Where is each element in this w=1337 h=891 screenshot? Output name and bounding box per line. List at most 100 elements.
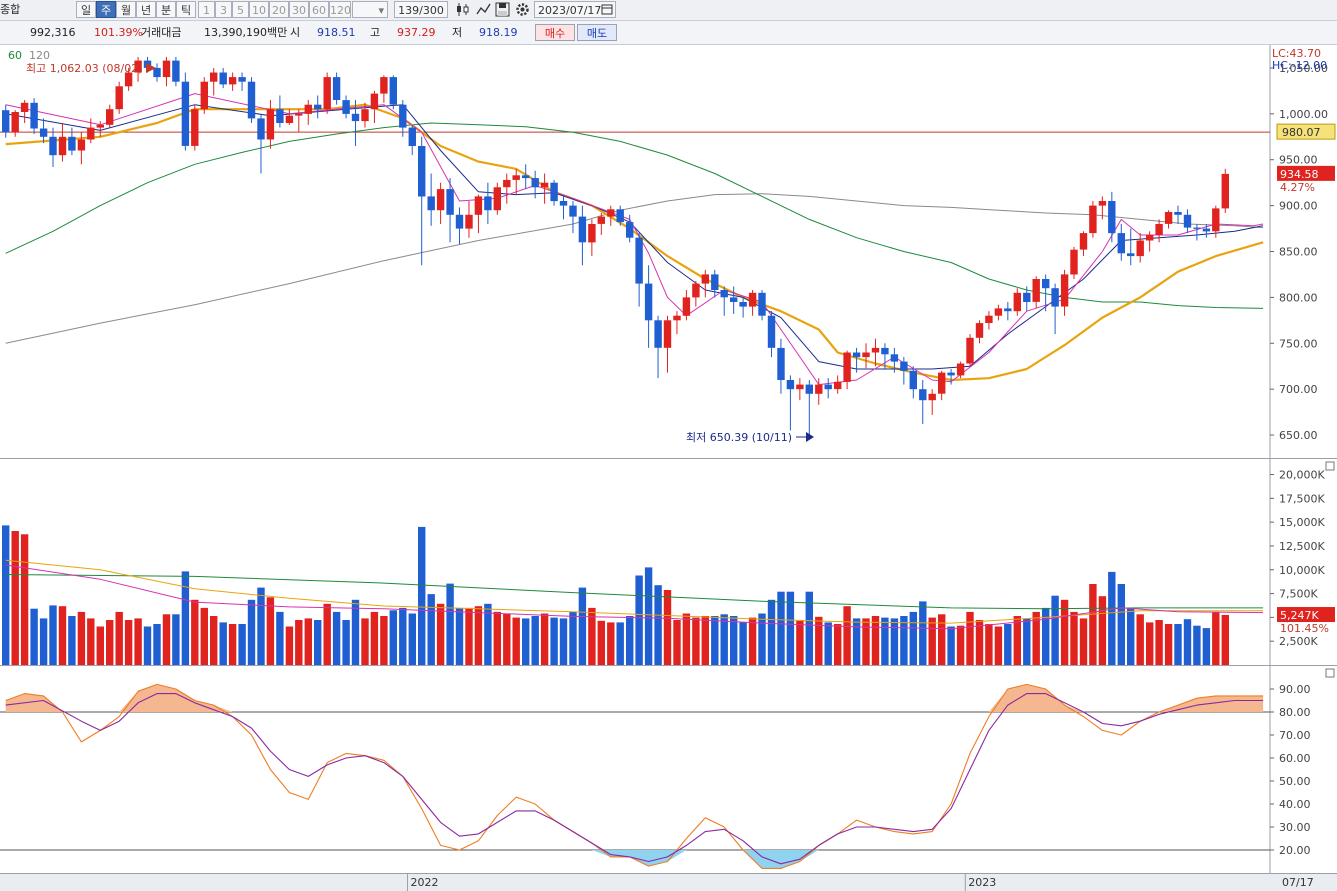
candle-body <box>238 77 246 82</box>
candle-body <box>427 196 435 211</box>
interval-10-button[interactable]: 10 <box>249 1 269 18</box>
interval-60-button[interactable]: 60 <box>309 1 329 18</box>
volume-bar <box>380 616 388 665</box>
period-year-button[interactable]: 년 <box>136 1 156 18</box>
interval-5-button[interactable]: 5 <box>232 1 249 18</box>
candle-body <box>909 370 917 390</box>
candle-body <box>323 77 331 110</box>
calendar-icon[interactable] <box>601 2 613 22</box>
volume-bar <box>266 597 275 665</box>
volume-bar <box>503 613 511 665</box>
symbol-label[interactable]: 종합(KOSDAQ) <box>0 3 55 33</box>
period-month-button[interactable]: 월 <box>116 1 136 18</box>
volume-bar <box>1089 584 1097 665</box>
volume-bar <box>871 616 880 665</box>
save-icon[interactable] <box>494 1 511 18</box>
candle-body <box>399 104 407 128</box>
interval-120-button[interactable]: 120 <box>329 1 351 18</box>
candle-body <box>342 100 350 114</box>
candle-body <box>1023 292 1031 302</box>
candle-body <box>588 224 596 243</box>
volume-bar <box>682 613 691 665</box>
price-tick-label: 700.00 <box>1279 383 1318 396</box>
candle-type-icon[interactable] <box>454 1 471 18</box>
volume-bar <box>607 622 615 665</box>
volume-bar <box>1127 607 1135 665</box>
ma120-line <box>5 193 1264 344</box>
candle-body <box>663 320 672 348</box>
interval-30-button[interactable]: 30 <box>289 1 309 18</box>
volume-bar <box>994 626 1003 665</box>
interval-dropdown[interactable]: ▾ <box>352 1 388 18</box>
interval-20-button[interactable]: 20 <box>269 1 289 18</box>
candle-body <box>550 182 558 202</box>
volume-bar <box>276 611 284 665</box>
volume-bar <box>162 614 171 665</box>
candle-body <box>635 237 643 284</box>
volume-bar <box>210 616 218 665</box>
candle-body <box>900 361 908 371</box>
candle-body <box>285 115 294 123</box>
candle-body <box>1136 240 1144 257</box>
candle-body <box>2 110 10 133</box>
volume-bar <box>30 608 38 665</box>
chart-area[interactable]: 650.00 700.00 750.00 800.00 850.00 900.00 950.… <box>0 45 1337 891</box>
volume-bar <box>493 611 501 665</box>
volume-bar <box>966 611 974 665</box>
candle-body <box>257 118 265 140</box>
candle-body <box>11 112 19 133</box>
period-minute-button[interactable]: 분 <box>156 1 176 18</box>
candle-body <box>739 302 747 307</box>
candle-body <box>124 72 133 87</box>
volume-bar <box>465 607 473 665</box>
volume-tick-label: 7,500K <box>1279 588 1318 601</box>
volume-bar <box>739 622 747 665</box>
period-tick-button[interactable]: 틱 <box>176 1 196 18</box>
candle-body <box>484 196 492 211</box>
volume-bar <box>408 613 416 665</box>
high-value: 937.29 <box>397 26 436 39</box>
volume-bar <box>1202 628 1211 665</box>
high-annotation: 최고 1,062.03 (08/02) <box>26 62 143 75</box>
volume-bar <box>124 620 133 665</box>
volume-bar <box>96 626 104 665</box>
volume-bar <box>446 583 454 665</box>
candle-body <box>890 354 899 362</box>
date-field[interactable]: 2023/07/17 <box>534 1 616 18</box>
candle-body <box>1089 205 1097 234</box>
candle-body <box>559 201 568 206</box>
volume-bar <box>87 618 95 665</box>
volume-bar <box>257 587 265 665</box>
interval-3-button[interactable]: 3 <box>215 1 232 18</box>
candle-body <box>87 127 95 140</box>
volume-bar <box>200 607 208 665</box>
interval-1-button[interactable]: 1 <box>198 1 215 18</box>
candle-body <box>455 214 464 229</box>
candle-body <box>786 380 795 390</box>
volume-bar <box>947 626 955 665</box>
count-field[interactable]: 139/300 <box>394 1 448 18</box>
volume-bar <box>1023 618 1031 665</box>
buy-button[interactable]: 매수 <box>535 24 575 41</box>
candle-body <box>720 290 728 298</box>
volume-bar <box>20 534 29 665</box>
candle-body <box>1117 233 1125 254</box>
low-value: 918.19 <box>479 26 518 39</box>
candle-body <box>1164 212 1173 224</box>
price-tick-label: 950.00 <box>1279 154 1318 167</box>
gear-icon[interactable] <box>514 1 531 18</box>
line-tool-icon[interactable] <box>475 1 492 18</box>
candle-body <box>172 60 180 82</box>
candle-body <box>30 102 38 129</box>
volume-bar <box>2 525 10 665</box>
candle-body <box>247 81 256 119</box>
volume-bar <box>181 571 190 665</box>
sell-button[interactable]: 매도 <box>577 24 617 41</box>
period-day-button[interactable]: 일 <box>76 1 96 18</box>
volume-bar <box>1108 571 1116 665</box>
volume-bar <box>314 620 322 665</box>
period-week-button[interactable]: 주 <box>96 1 116 18</box>
volume-bar <box>247 599 256 665</box>
candle-body <box>134 60 142 73</box>
candle-body <box>266 109 275 140</box>
